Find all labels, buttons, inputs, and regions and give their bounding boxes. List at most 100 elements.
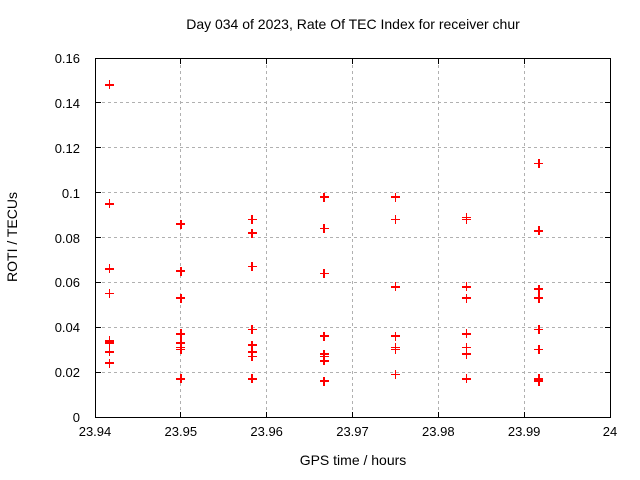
data-point-marker	[105, 199, 115, 209]
y-tick-mark	[605, 237, 610, 238]
data-point-marker	[247, 262, 257, 272]
data-point-marker	[105, 264, 115, 274]
data-point-marker	[176, 329, 186, 339]
data-point-marker	[534, 284, 544, 294]
data-point-marker	[534, 345, 544, 355]
x-tick-mark	[94, 412, 96, 417]
data-point-marker	[176, 266, 186, 276]
data-point-marker	[534, 293, 544, 303]
data-point-marker	[176, 345, 186, 355]
x-tick-mark	[523, 412, 525, 417]
data-point-marker	[390, 331, 400, 341]
data-point-marker	[105, 80, 115, 90]
y-tick-mark	[96, 102, 101, 104]
y-tick-label: 0.08	[54, 230, 80, 246]
y-tick-label: 0.1	[61, 185, 80, 201]
y-tick-label: 0.12	[54, 140, 80, 156]
y-tick-mark	[96, 237, 101, 238]
data-point-marker	[462, 329, 472, 339]
data-point-marker	[462, 342, 472, 352]
data-point-marker	[462, 349, 472, 359]
x-tick-mark	[352, 59, 353, 64]
plot-area	[95, 58, 611, 418]
data-point-marker	[319, 192, 329, 202]
data-point-marker	[390, 369, 400, 379]
data-point-marker	[247, 228, 257, 238]
x-tick-label: 24	[602, 424, 618, 439]
y-tick-mark	[96, 147, 101, 149]
data-point-marker	[105, 358, 115, 368]
data-point-marker	[462, 293, 472, 303]
x-tick-mark	[180, 59, 182, 64]
x-tick-mark	[352, 412, 353, 417]
v-gridline	[352, 59, 353, 416]
y-tick-label: 0.06	[54, 275, 80, 291]
y-tick-mark	[605, 326, 610, 328]
x-tick-label: 23.99	[507, 424, 541, 439]
x-tick-mark	[437, 412, 439, 417]
v-gridline	[523, 59, 525, 416]
y-axis-label: ROTI / TECUs	[4, 192, 20, 282]
data-point-marker	[534, 324, 544, 334]
y-tick-mark	[96, 416, 101, 418]
y-tick-mark	[605, 147, 610, 149]
data-point-marker	[462, 282, 472, 292]
x-tick-label: 23.98	[422, 424, 455, 439]
data-point-marker	[462, 215, 472, 225]
y-tick-mark	[96, 326, 101, 328]
data-point-marker	[247, 324, 257, 334]
data-point-marker	[534, 158, 544, 168]
data-point-marker	[462, 374, 472, 384]
x-axis-label: GPS time / hours	[299, 452, 407, 468]
x-tick-mark	[266, 59, 268, 64]
y-tick-mark	[605, 192, 610, 194]
data-point-marker	[319, 356, 329, 366]
y-tick-mark	[605, 281, 610, 283]
data-point-marker	[176, 374, 186, 384]
data-point-marker	[534, 376, 544, 386]
x-tick-label: 23.95	[164, 424, 198, 439]
data-point-marker	[105, 338, 115, 348]
data-point-marker	[247, 215, 257, 225]
y-tick-label: 0.16	[54, 51, 80, 66]
y-tick-mark	[605, 371, 610, 373]
data-point-marker	[390, 192, 400, 202]
y-tick-label: 0.04	[54, 320, 80, 336]
y-tick-mark	[605, 57, 610, 59]
data-point-marker	[390, 282, 400, 292]
x-tick-mark	[523, 59, 525, 64]
y-tick-mark	[96, 192, 101, 194]
v-gridline	[180, 59, 182, 416]
x-tick-mark	[94, 59, 96, 64]
y-tick-mark	[605, 416, 610, 418]
v-gridline	[266, 59, 268, 416]
y-tick-mark	[96, 371, 101, 373]
y-tick-label: 0.02	[54, 365, 80, 381]
x-tick-mark	[609, 59, 611, 64]
y-tick-label: 0	[72, 410, 80, 425]
data-point-marker	[319, 268, 329, 278]
data-point-marker	[390, 215, 400, 225]
data-point-marker	[105, 347, 115, 357]
x-tick-mark	[609, 412, 611, 417]
x-tick-label: 23.97	[336, 424, 369, 439]
y-tick-label: 0.14	[54, 95, 80, 111]
x-tick-mark	[180, 412, 182, 417]
y-tick-mark	[605, 102, 610, 104]
data-point-marker	[319, 224, 329, 234]
x-tick-mark	[437, 59, 439, 64]
data-point-marker	[319, 331, 329, 341]
data-point-marker	[247, 351, 257, 361]
y-tick-mark	[96, 281, 101, 283]
data-point-marker	[534, 226, 544, 236]
data-point-marker	[176, 219, 186, 229]
data-point-marker	[319, 376, 329, 386]
v-gridline	[437, 59, 439, 416]
x-tick-label: 23.94	[78, 424, 112, 439]
data-point-marker	[247, 340, 257, 350]
x-tick-label: 23.96	[250, 424, 283, 439]
chart-title: Day 034 of 2023, Rate Of TEC Index for r…	[186, 16, 520, 32]
y-tick-mark	[96, 57, 101, 59]
x-tick-mark	[266, 412, 268, 417]
